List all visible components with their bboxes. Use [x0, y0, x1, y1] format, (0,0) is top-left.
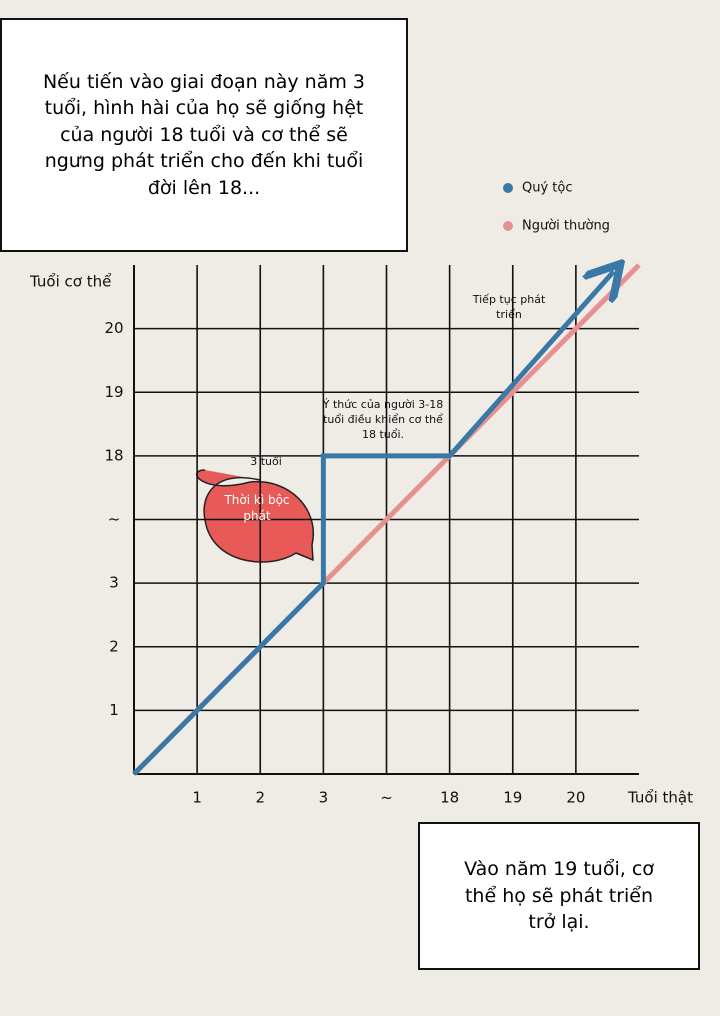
x-tick-label: 20: [566, 789, 585, 807]
legend-label: Người thường: [522, 219, 610, 234]
legend-marker: [503, 221, 513, 231]
y-tick-label: 1: [109, 701, 119, 719]
x-axis-label: Tuổi thật: [627, 789, 693, 807]
caption-top: Nếu tiến vào giai đoạn này năm 3 tuổi, h…: [0, 18, 408, 252]
x-tick-label: 1: [192, 789, 202, 807]
x-tick-label: 18: [440, 789, 459, 807]
x-tick-label: ~: [380, 789, 393, 807]
y-axis-label: Tuổi cơ thể: [29, 273, 112, 291]
series-line: [132, 271, 614, 776]
y-tick-label: 20: [104, 319, 123, 337]
speech-bubble: [196, 469, 315, 563]
y-tick-label: 2: [109, 637, 119, 655]
x-tick-label: 2: [255, 789, 265, 807]
legend-label: Quý tộc: [522, 181, 573, 196]
y-tick-label: 3: [109, 574, 119, 592]
x-tick-label: 19: [503, 789, 522, 807]
legend-marker: [503, 183, 513, 193]
y-tick-label: 18: [104, 446, 123, 464]
caption-bottom: Vào năm 19 tuổi, cơ thể họ sẽ phát triển…: [418, 822, 700, 970]
annotation: Tiếp tục phát triển: [472, 293, 546, 321]
annotation: Thời kì bộc phát: [224, 493, 290, 524]
annotation: 3 tuổi: [250, 455, 282, 468]
y-tick-label: 19: [104, 383, 123, 401]
x-tick-label: 3: [319, 789, 329, 807]
y-tick-label: ~: [108, 510, 121, 528]
annotation: Ý thức của người 3-18 tuổi điều khiển cơ…: [322, 398, 444, 441]
